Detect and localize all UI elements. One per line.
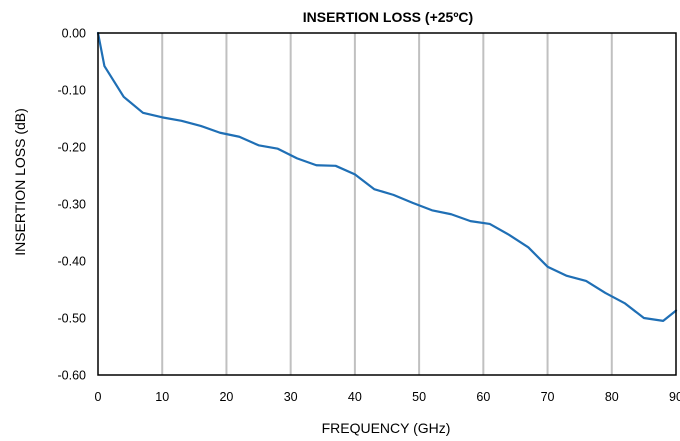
series-line-0	[98, 33, 676, 321]
x-tick-label-1: 10	[155, 390, 169, 404]
x-tick-label-5: 50	[412, 390, 426, 404]
y-tick-label-2: -0.20	[58, 141, 87, 155]
y-tick-label-1: -0.10	[58, 84, 87, 98]
x-tick-label-4: 40	[348, 390, 362, 404]
x-tick-label-6: 60	[476, 390, 490, 404]
y-axis-label: INSERTION LOSS (dB)	[12, 108, 28, 256]
y-tick-label-0: 0.00	[62, 27, 86, 41]
y-tick-label-3: -0.30	[58, 198, 87, 212]
x-tick-label-8: 80	[605, 390, 619, 404]
x-tick-labels: 0 10 20 30 40 50 60 70 80 90	[95, 390, 680, 404]
x-tick-label-2: 20	[219, 390, 233, 404]
x-tick-label-3: 30	[284, 390, 298, 404]
x-tick-label-0: 0	[95, 390, 102, 404]
y-tick-label-5: -0.50	[58, 312, 87, 326]
chart-title: INSERTION LOSS (+25ºC)	[303, 9, 473, 25]
x-tick-label-9: 90	[669, 390, 680, 404]
y-tick-label-4: -0.40	[58, 255, 87, 269]
series-layer	[98, 33, 676, 321]
x-axis-label: FREQUENCY (GHz)	[322, 420, 451, 436]
y-tick-label-6: -0.60	[58, 369, 87, 383]
y-tick-labels: 0.00 -0.10 -0.20 -0.30 -0.40 -0.50 -0.60	[58, 27, 87, 383]
plot-frame	[98, 33, 676, 375]
grid-lines	[162, 33, 612, 375]
x-tick-label-7: 70	[541, 390, 555, 404]
